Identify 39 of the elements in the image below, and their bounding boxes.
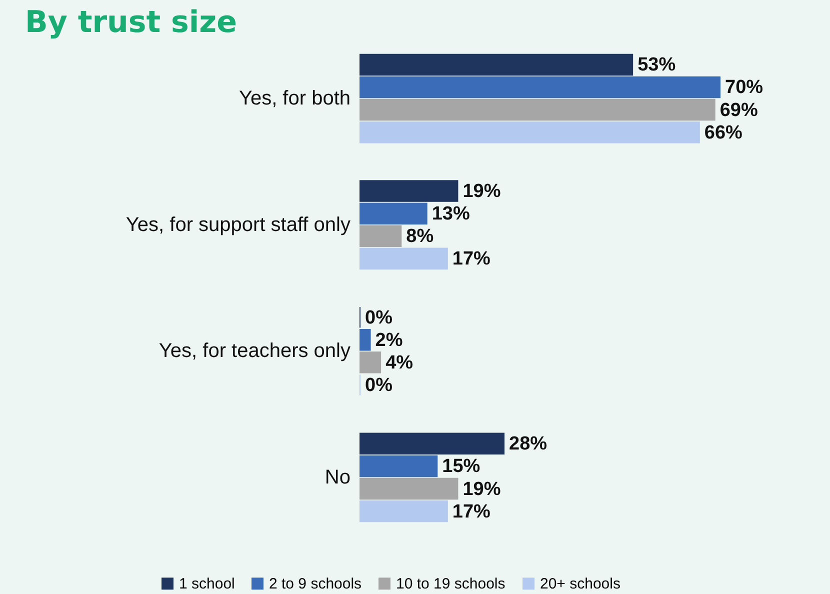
- data-label: 53%: [638, 54, 676, 76]
- legend-label: 1 school: [179, 576, 235, 593]
- data-label: 17%: [452, 248, 491, 270]
- bar: [360, 455, 438, 478]
- bar: [360, 478, 458, 500]
- data-label: 19%: [462, 181, 501, 202]
- data-label: 69%: [720, 100, 758, 121]
- bar: [360, 248, 448, 270]
- data-label: 13%: [432, 204, 470, 225]
- legend-label: 10 to 19 schools: [396, 576, 506, 593]
- bar: [360, 432, 504, 455]
- chart-title: By trust size: [25, 5, 237, 40]
- bar: [360, 202, 428, 224]
- y-tick-label: Yes, for both: [238, 88, 350, 110]
- bar: [360, 54, 634, 76]
- y-tick-label: Yes, for support staff only: [126, 214, 350, 236]
- data-label: 70%: [725, 77, 764, 98]
- data-label: 19%: [462, 478, 501, 500]
- bar: [360, 121, 700, 144]
- bar: [360, 98, 716, 121]
- data-label: 0%: [365, 307, 393, 328]
- bar: [360, 76, 720, 98]
- bar: [360, 180, 458, 202]
- data-label: 4%: [386, 352, 414, 374]
- bar: [360, 500, 448, 522]
- data-label: 17%: [452, 501, 491, 522]
- bar: [360, 329, 371, 351]
- data-label: 0%: [365, 374, 393, 396]
- legend-label: 2 to 9 schools: [269, 576, 362, 593]
- bar: [360, 225, 402, 247]
- legend-label: 20+ schools: [540, 576, 620, 593]
- data-label: 2%: [375, 330, 403, 351]
- data-label: 8%: [406, 226, 434, 248]
- bar: [360, 352, 382, 374]
- data-label: 28%: [509, 434, 548, 455]
- y-tick-label: Yes, for teachers only: [158, 340, 350, 362]
- data-label: 66%: [704, 122, 743, 144]
- data-label: 15%: [442, 456, 480, 478]
- y-tick-label: No: [324, 466, 350, 488]
